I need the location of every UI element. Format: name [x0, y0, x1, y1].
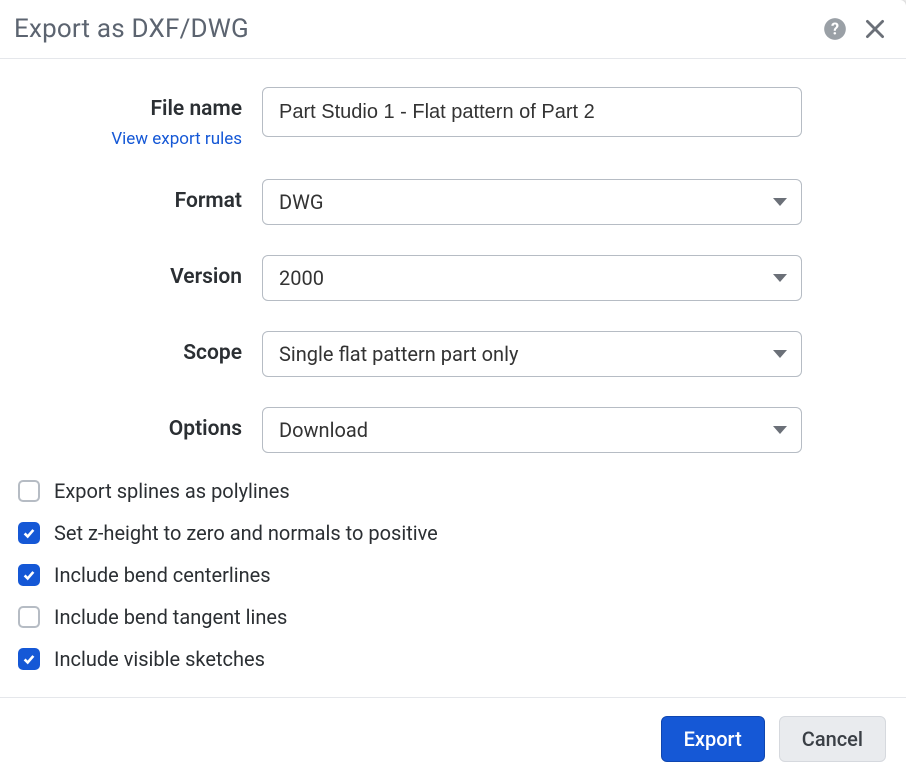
row-scope: Scope Single flat pattern part only [18, 331, 888, 377]
checkbox-group: Export splines as polylines Set z-height… [18, 479, 888, 671]
dialog-title: Export as DXF/DWG [14, 14, 249, 44]
scope-select[interactable]: Single flat pattern part only [262, 331, 802, 377]
row-filename: File name View export rules [18, 87, 888, 149]
options-value: Download [279, 418, 368, 442]
check-bend-tangent-label: Include bend tangent lines [54, 605, 287, 629]
version-label: Version [170, 265, 242, 289]
check-splines-row: Export splines as polylines [18, 479, 888, 503]
check-zheight-label: Set z-height to zero and normals to posi… [54, 521, 438, 545]
cancel-button[interactable]: Cancel [779, 716, 886, 762]
format-value: DWG [279, 190, 324, 214]
scope-label: Scope [183, 341, 242, 365]
options-label: Options [169, 417, 242, 441]
check-visible-sketches-label: Include visible sketches [54, 647, 265, 671]
check-zheight-row: Set z-height to zero and normals to posi… [18, 521, 888, 545]
check-bend-tangent[interactable] [18, 606, 40, 628]
version-value: 2000 [279, 266, 324, 290]
check-splines-label: Export splines as polylines [54, 479, 290, 503]
svg-text:?: ? [831, 19, 839, 38]
chevron-down-icon [773, 198, 787, 206]
row-version: Version 2000 [18, 255, 888, 301]
header-icons: ? [822, 16, 888, 42]
check-zheight[interactable] [18, 522, 40, 544]
check-bend-centerlines-label: Include bend centerlines [54, 563, 271, 587]
export-dialog: Export as DXF/DWG ? File name View expor… [0, 0, 906, 782]
chevron-down-icon [773, 426, 787, 434]
dialog-body: File name View export rules Format DWG V… [0, 59, 906, 697]
help-icon[interactable]: ? [822, 16, 848, 42]
filename-input[interactable] [262, 87, 802, 137]
row-format: Format DWG [18, 179, 888, 225]
check-bend-centerlines-row: Include bend centerlines [18, 563, 888, 587]
check-splines[interactable] [18, 480, 40, 502]
dialog-footer: Export Cancel [0, 697, 906, 782]
row-options: Options Download [18, 407, 888, 453]
options-select[interactable]: Download [262, 407, 802, 453]
chevron-down-icon [773, 274, 787, 282]
close-icon[interactable] [862, 16, 888, 42]
check-bend-centerlines[interactable] [18, 564, 40, 586]
export-button[interactable]: Export [661, 716, 765, 762]
format-label: Format [175, 189, 242, 213]
scope-value: Single flat pattern part only [279, 342, 518, 366]
view-export-rules-link[interactable]: View export rules [18, 129, 242, 149]
version-select[interactable]: 2000 [262, 255, 802, 301]
check-bend-tangent-row: Include bend tangent lines [18, 605, 888, 629]
check-visible-sketches-row: Include visible sketches [18, 647, 888, 671]
chevron-down-icon [773, 350, 787, 358]
check-visible-sketches[interactable] [18, 648, 40, 670]
format-select[interactable]: DWG [262, 179, 802, 225]
dialog-header: Export as DXF/DWG ? [0, 0, 906, 59]
filename-label: File name [150, 97, 242, 121]
